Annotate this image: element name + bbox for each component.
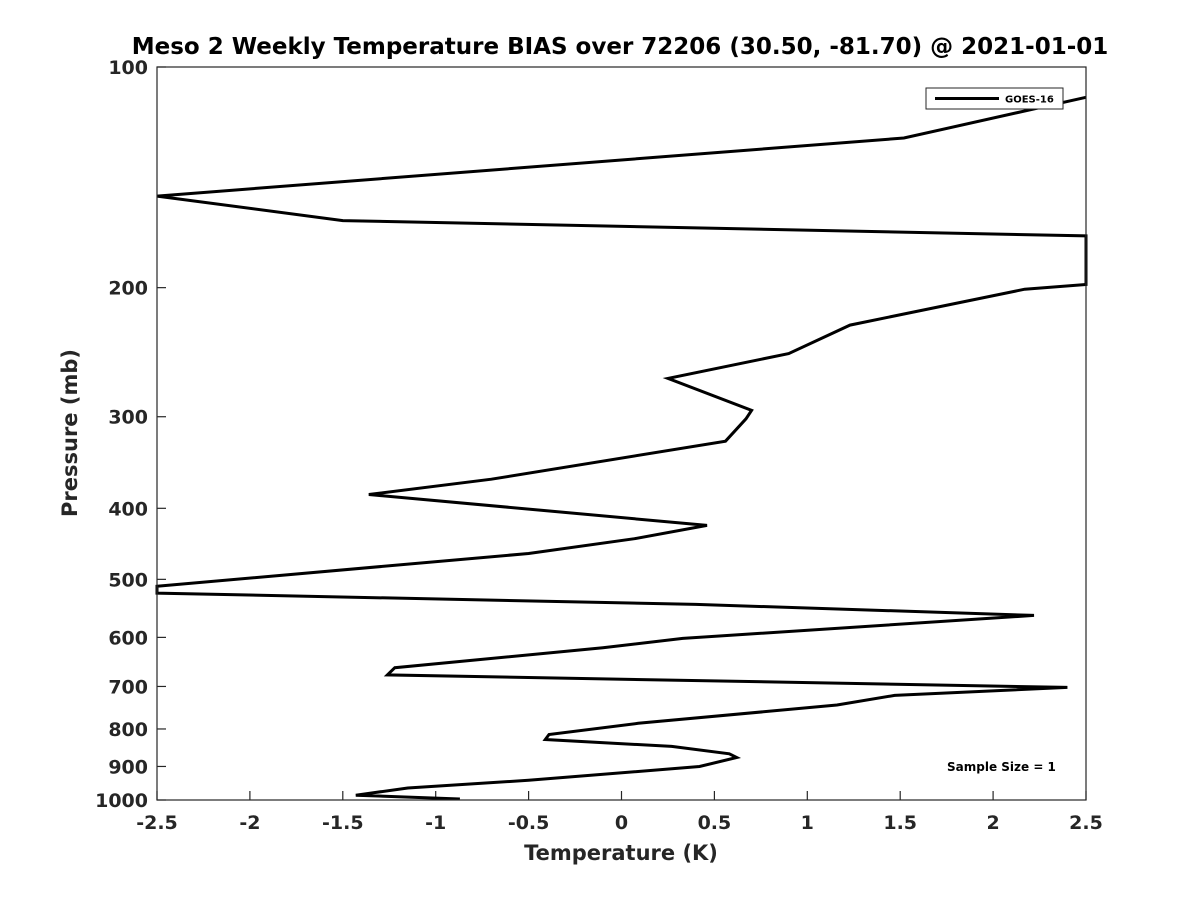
- y-tick-label: 200: [108, 278, 148, 300]
- x-axis-ticks: -2.5 -2 -1.5 -1 -0.5 0 0.5 1 1.5 2 2.5: [136, 791, 1103, 834]
- x-tick-label: 0: [615, 812, 628, 834]
- legend-label-goes-16: GOES-16: [1005, 95, 1054, 106]
- x-tick-label: 1.5: [883, 812, 917, 834]
- x-axis-label: Temperature (K): [524, 841, 718, 865]
- x-tick-label: -2: [239, 812, 260, 834]
- y-axis-ticks: 100 200 300 400 500 600 700 800 900 1000: [95, 57, 166, 812]
- y-tick-label: 100: [108, 57, 148, 79]
- y-tick-label: 300: [108, 407, 148, 429]
- y-tick-label: 800: [108, 719, 148, 741]
- y-tick-label: 600: [108, 627, 148, 649]
- y-tick-label: 1000: [95, 790, 148, 812]
- x-tick-label: 0.5: [698, 812, 732, 834]
- x-tick-label: -2.5: [136, 812, 178, 834]
- legend: GOES-16: [925, 87, 1064, 110]
- y-tick-label: 400: [108, 498, 148, 520]
- series-line-goes-16: [155, 95, 1088, 801]
- x-tick-label: 1: [801, 812, 814, 834]
- y-axis-label: Pressure (mb): [58, 349, 82, 517]
- x-tick-label: 2: [986, 812, 999, 834]
- sample-size-annotation: Sample Size = 1: [947, 760, 1056, 774]
- plot-area-frame: [156, 66, 1087, 801]
- y-tick-label: 900: [108, 756, 148, 778]
- y-tick-label: 700: [108, 676, 148, 698]
- y-tick-label: 500: [108, 569, 148, 591]
- x-tick-label: -1.5: [322, 812, 364, 834]
- chart-title: Meso 2 Weekly Temperature BIAS over 7220…: [132, 34, 1109, 60]
- x-tick-label: -1: [425, 812, 446, 834]
- x-tick-label: -0.5: [508, 812, 550, 834]
- x-tick-label: 2.5: [1069, 812, 1103, 834]
